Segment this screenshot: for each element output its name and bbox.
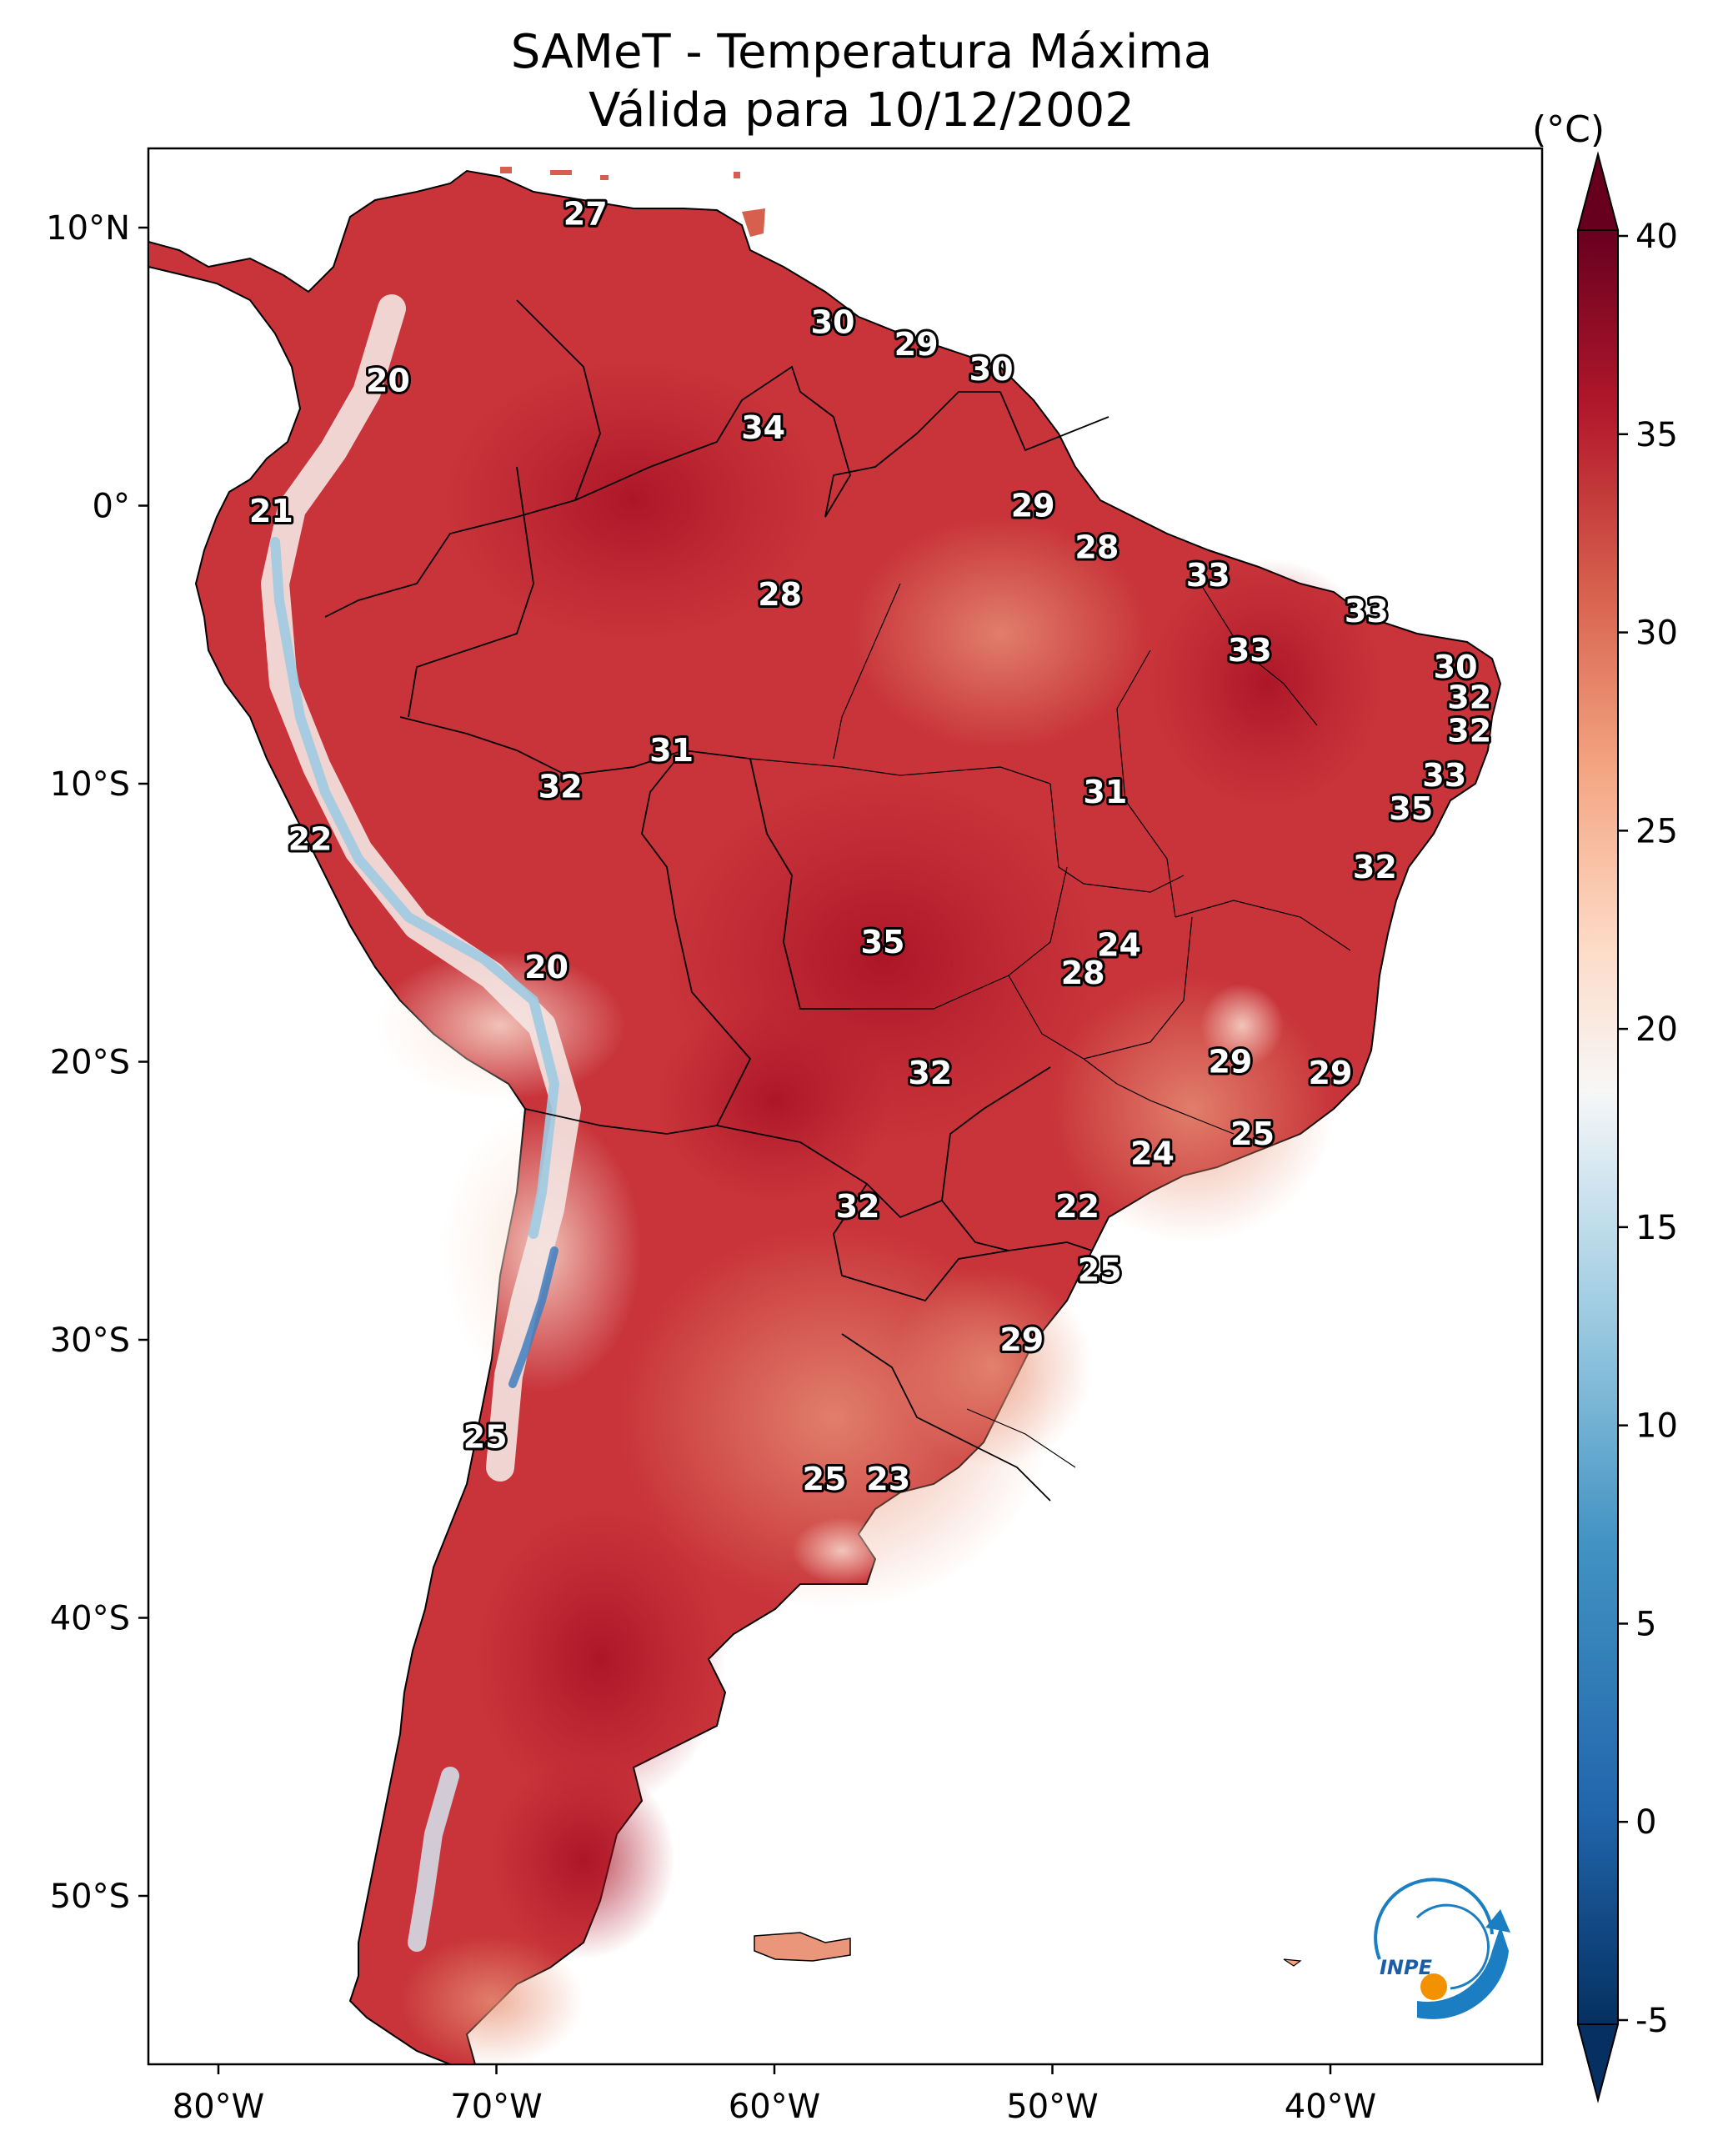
colorbar-tick-label: 35 [1635, 416, 1678, 454]
lon-tick-label: 70°W [450, 2088, 542, 2126]
colorbar-tick-label: 30 [1635, 614, 1678, 653]
contour-label: 33 [1228, 632, 1272, 669]
contour-label: 31 [1083, 774, 1127, 810]
lat-tick-label: 50°S [50, 1878, 130, 1916]
contour-label: 28 [1074, 529, 1119, 566]
contour-label: 33 [1186, 557, 1230, 594]
colorbar-tick-label: 25 [1635, 812, 1678, 850]
latitude-ticks: 10°N 0° 10°S 20°S 30°S 40°S 50°S [46, 209, 148, 1916]
contour-label: 23 [866, 1461, 910, 1497]
lat-tick-label: 40°S [50, 1600, 130, 1638]
lat-tick-label: 20°S [50, 1044, 130, 1082]
country-borders [324, 299, 1109, 1502]
lon-tick-label: 40°W [1285, 2088, 1376, 2126]
contour-label: 21 [249, 493, 293, 529]
contour-label: 22 [288, 821, 333, 858]
inpe-logo: INPE [1374, 1878, 1510, 2019]
colorbar-tick-label: -5 [1635, 2002, 1669, 2040]
contour-label: 33 [1422, 757, 1466, 794]
contour-label: 25 [803, 1461, 847, 1497]
lat-tick-label: 10°S [50, 765, 130, 804]
state-borders [749, 583, 1351, 1468]
inpe-logo-text: INPE [1380, 1956, 1433, 1979]
contour-label: 30 [1434, 649, 1478, 685]
contour-label: 33 [1345, 593, 1389, 629]
longitude-ticks: 80°W 70°W 60°W 50°W 40°W [173, 2064, 1376, 2126]
title-line-1: SAMeT - Temperatura Máxima [510, 25, 1213, 79]
contour-label: 24 [1097, 926, 1141, 963]
lat-tick-label: 10°N [46, 209, 130, 248]
contour-label: 20 [524, 949, 568, 985]
contour-label: 24 [1130, 1136, 1175, 1172]
contour-label: 32 [836, 1188, 880, 1225]
temperature-field [375, 358, 1384, 2064]
contour-label: 32 [1447, 713, 1491, 750]
colorbar-high-extend [1576, 151, 1620, 231]
contour-label: 35 [1389, 790, 1433, 827]
contour-label: 32 [1447, 679, 1491, 716]
contour-label: 22 [1055, 1188, 1099, 1225]
colorbar [1576, 151, 1620, 2103]
contour-label: 25 [1078, 1252, 1122, 1289]
contour-label: 29 [999, 1321, 1044, 1358]
contour-label: 29 [1011, 488, 1055, 524]
lon-tick-label: 50°W [1006, 2088, 1098, 2126]
contour-label: 28 [758, 576, 802, 613]
contour-label: 35 [861, 924, 905, 960]
contour-label: 32 [908, 1055, 952, 1091]
andes-cold-core [270, 537, 559, 1239]
south-georgia [1283, 1958, 1302, 1967]
colorbar-ticks: 40 35 30 25 20 15 10 5 0 -5 [1618, 218, 1678, 2040]
contour-label: 28 [1061, 955, 1105, 991]
contour-label: 29 [894, 326, 939, 363]
lat-tick-label: 30°S [50, 1321, 130, 1360]
falkland-islands [754, 1932, 851, 1962]
colorbar-tick-label: 20 [1635, 1010, 1678, 1049]
lon-tick-label: 60°W [729, 2088, 820, 2126]
contour-label: 25 [463, 1419, 508, 1456]
contour-label: 20 [366, 362, 410, 399]
contour-label: 29 [1309, 1055, 1353, 1091]
colorbar-tick-label: 5 [1635, 1605, 1656, 1643]
colorbar-unit: (°C) [1532, 108, 1605, 151]
colorbar-tick-label: 40 [1635, 218, 1678, 256]
contour-label: 27 [563, 195, 608, 232]
lat-tick-label: 0° [93, 488, 130, 526]
contour-label: 30 [811, 303, 855, 340]
contour-label: 32 [1353, 849, 1397, 885]
contour-label: 31 [649, 732, 694, 769]
contour-label: 34 [741, 409, 785, 446]
contour-label: 32 [538, 768, 583, 805]
colorbar-tick-label: 15 [1635, 1209, 1678, 1247]
andes-coldest [508, 1246, 558, 1388]
colorbar-tick-label: 0 [1635, 1803, 1656, 1842]
colorbar-low-extend [1576, 2023, 1620, 2103]
caribbean-islands [500, 167, 765, 237]
colorbar-tick-label: 10 [1635, 1407, 1678, 1446]
lon-tick-label: 80°W [173, 2088, 264, 2126]
map-title: SAMeT - Temperatura Máxima Válida para 1… [0, 23, 1723, 140]
title-line-2: Válida para 10/12/2002 [589, 83, 1134, 138]
patagonia-cool [408, 1767, 459, 1952]
contour-label: 29 [1208, 1044, 1252, 1081]
colorbar-body [1577, 229, 1619, 2025]
contour-label: 30 [969, 351, 1014, 388]
contour-label: 25 [1230, 1116, 1275, 1152]
